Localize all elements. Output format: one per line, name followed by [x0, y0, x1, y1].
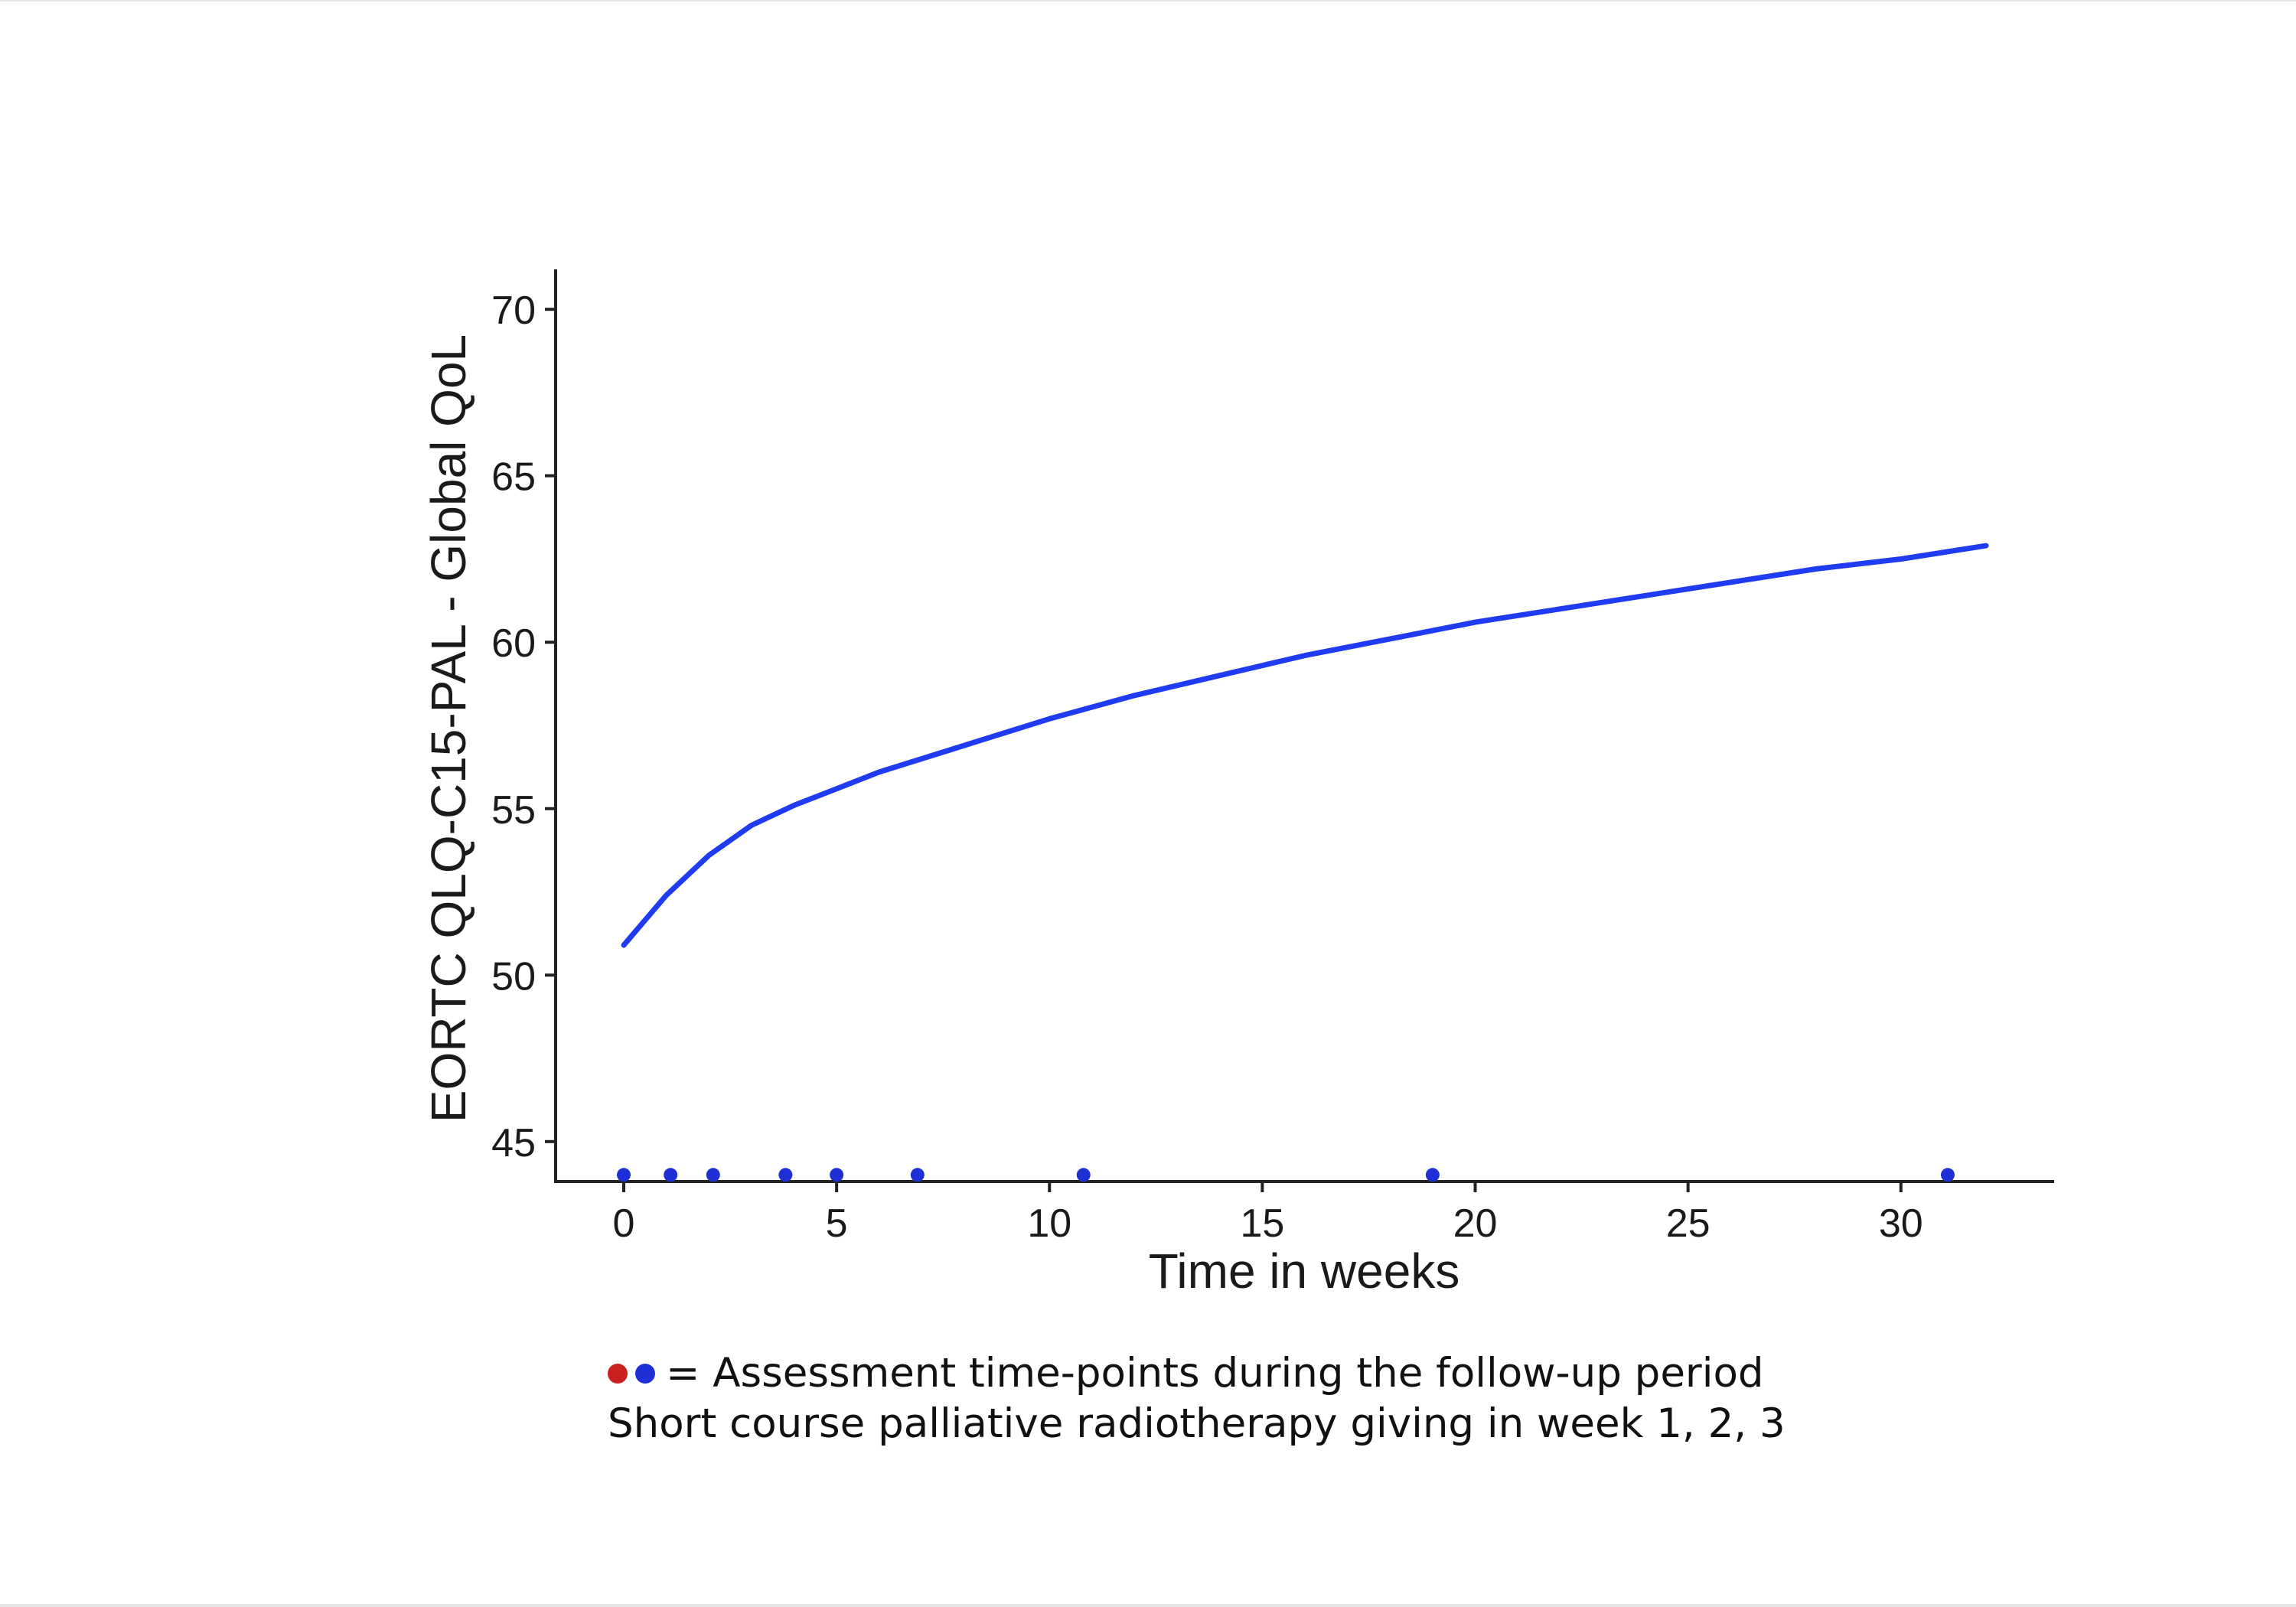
y-tick-label: 60 — [491, 621, 536, 666]
assessment-point — [1076, 1168, 1091, 1182]
x-axis-label: Time in weeks — [1149, 1244, 1460, 1299]
y-tick-label: 65 — [491, 455, 536, 500]
caption-text-1: = Assessment time-points during the foll… — [666, 1350, 1764, 1397]
caption: = Assessment time-points during the foll… — [608, 1348, 1786, 1449]
qol-trend-line — [621, 543, 1989, 948]
x-tick-label: 5 — [826, 1201, 848, 1246]
x-tick-label: 30 — [1879, 1201, 1923, 1246]
assessment-point — [778, 1168, 793, 1182]
y-axis-label: EORTC QLQ-C15-PAL - Global QoL — [421, 334, 476, 1123]
caption-line-2: Short course palliative radiotherapy giv… — [608, 1400, 1786, 1447]
x-tick-label: 10 — [1027, 1201, 1071, 1246]
assessment-point — [706, 1168, 720, 1182]
assessment-point — [664, 1168, 678, 1182]
x-tick-label: 15 — [1240, 1201, 1284, 1246]
red-dot-icon — [608, 1364, 628, 1384]
x-tick-label: 20 — [1453, 1201, 1498, 1246]
series-layer — [621, 543, 1989, 948]
blue-dot-icon — [635, 1364, 655, 1384]
y-tick-label: 55 — [491, 788, 536, 833]
y-axis-ticks: 45 50 55 60 65 70 — [491, 288, 556, 1165]
y-tick-label: 50 — [491, 954, 536, 999]
axes — [554, 269, 2054, 1183]
assessment-point — [830, 1168, 844, 1182]
assessment-point — [1425, 1168, 1440, 1182]
x-axis-ticks: 0 5 10 15 20 25 30 — [613, 1182, 1923, 1246]
assessment-point — [617, 1168, 631, 1182]
x-tick-label: 25 — [1666, 1201, 1711, 1246]
top-border — [0, 0, 2296, 2]
caption-line-1: = Assessment time-points during the foll… — [608, 1348, 1786, 1399]
y-tick-label: 45 — [491, 1121, 536, 1165]
assessment-points — [617, 1168, 1955, 1182]
assessment-point — [910, 1168, 925, 1182]
assessment-point — [1940, 1168, 1955, 1182]
x-tick-label: 0 — [613, 1201, 635, 1246]
y-tick-label: 70 — [491, 288, 536, 333]
bottom-border — [0, 1604, 2296, 1607]
